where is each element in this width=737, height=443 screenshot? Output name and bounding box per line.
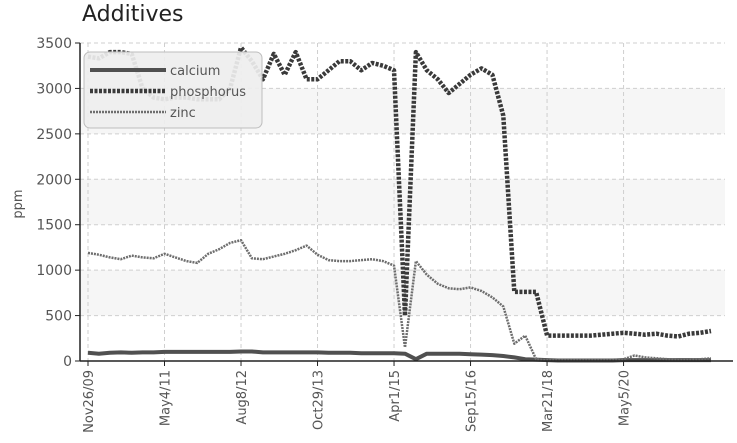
x-tick-label: Mar21/18 bbox=[541, 370, 556, 432]
y-tick-label: 3500 bbox=[36, 36, 72, 52]
series-line-phosphorus bbox=[87, 45, 712, 339]
x-tick-label: Nov26/09 bbox=[82, 370, 97, 433]
x-tick-label: Aug8/12 bbox=[235, 370, 250, 425]
x-tick-label: Apr1/15 bbox=[388, 370, 403, 422]
x-tick-label: Oct29/13 bbox=[312, 370, 327, 430]
y-tick-label: 1000 bbox=[36, 263, 72, 279]
axes bbox=[75, 42, 733, 366]
legend[interactable]: calcium phosphorus zinc bbox=[83, 51, 263, 129]
series-line-zinc bbox=[87, 238, 712, 362]
y-tick-label: 1500 bbox=[36, 218, 72, 234]
y-tick-label: 0 bbox=[63, 354, 72, 370]
y-tick-label: 2000 bbox=[36, 172, 72, 188]
legend-label-phosphorus: phosphorus bbox=[170, 85, 246, 100]
legend-label-calcium: calcium bbox=[170, 64, 220, 79]
legend-label-zinc: zinc bbox=[170, 106, 196, 121]
x-tick-label: May5/20 bbox=[618, 370, 633, 426]
y-tick-label: 500 bbox=[45, 309, 72, 325]
x-tick-labels: Nov26/09 May4/11 Aug8/12 Oct29/13 Apr1/15 Sep… bbox=[82, 370, 633, 433]
chart-title: Additives bbox=[82, 2, 184, 27]
x-tick-label: May4/11 bbox=[159, 370, 174, 426]
y-axis-label: ppm bbox=[11, 189, 26, 218]
y-tick-labels: 0 500 1000 1500 2000 2500 3000 3500 bbox=[36, 36, 72, 370]
y-tick-label: 3000 bbox=[36, 81, 72, 97]
series-line-calcium bbox=[87, 349, 711, 363]
y-tick-label: 2500 bbox=[36, 127, 72, 143]
x-tick-label: Sep15/16 bbox=[465, 370, 480, 432]
